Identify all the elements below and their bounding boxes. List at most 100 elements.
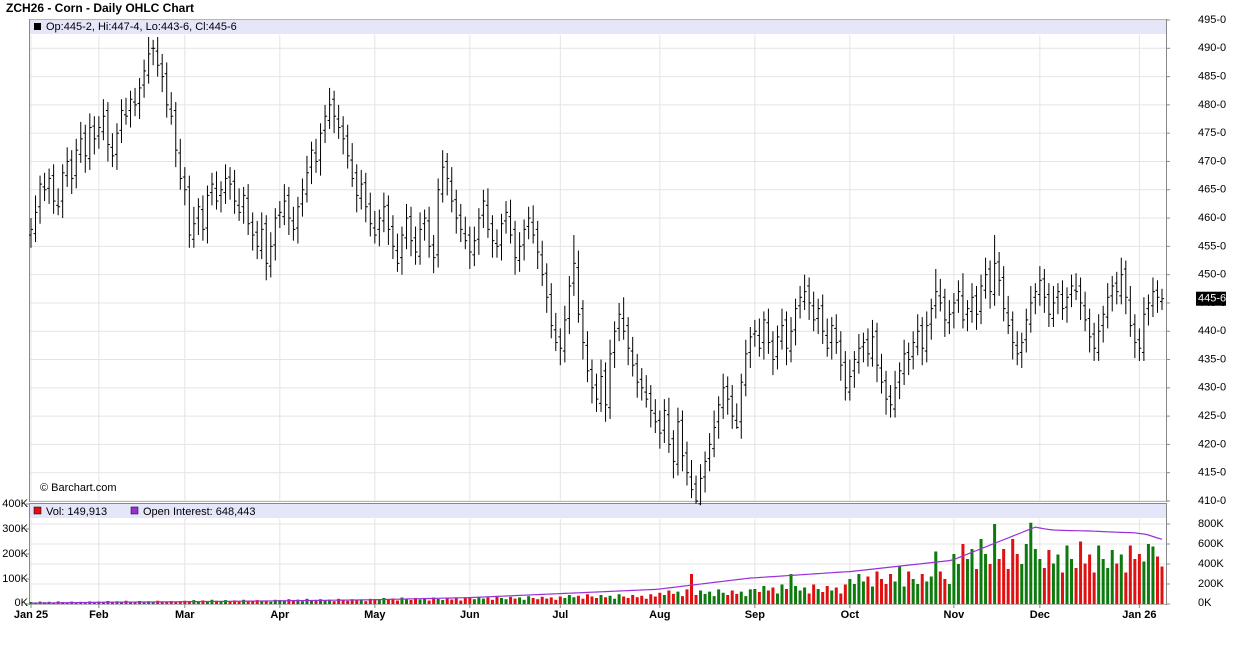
volume-bar — [762, 586, 766, 604]
volume-bar — [495, 596, 499, 604]
volume-bar — [165, 602, 169, 604]
x-tick-label: Jan 25 — [14, 609, 48, 621]
y-tick-label: 435-0 — [1198, 353, 1226, 365]
volume-bar — [943, 579, 947, 604]
volume-bar — [549, 597, 553, 604]
volume-bar — [151, 602, 155, 604]
volume-bar — [730, 590, 734, 604]
legend-entry: Open Interest: 648,443 — [143, 506, 256, 518]
volume-bar — [427, 600, 431, 604]
volume-bar — [1079, 541, 1083, 604]
volume-bar — [273, 599, 277, 604]
volume-bar — [346, 600, 350, 604]
volume-bar — [531, 598, 535, 604]
x-tick-label: Dec — [1030, 609, 1050, 621]
price-panel — [29, 19, 1167, 502]
volume-bar — [129, 601, 133, 604]
volume-bar — [368, 598, 372, 604]
volume-bar — [1092, 572, 1096, 604]
legend-swatch — [34, 23, 41, 30]
marks — [29, 36, 1164, 604]
volume-bar — [477, 596, 481, 604]
volume-bar — [454, 598, 458, 604]
volume-bar — [92, 602, 96, 604]
volume-bar — [554, 599, 558, 604]
volume-bar — [522, 599, 526, 604]
volume-bar — [1110, 550, 1114, 604]
volume-bar — [504, 599, 508, 604]
volume-bar — [572, 597, 576, 604]
y-tick-label: 300K — [2, 523, 28, 535]
volume-bar — [680, 596, 684, 604]
x-tick-label: Nov — [944, 609, 966, 621]
y-tick-label: 470-0 — [1198, 155, 1226, 167]
volume-bar — [938, 571, 942, 604]
volume-bar — [174, 601, 178, 604]
volume-bar — [264, 600, 268, 604]
y2-tick-label: 200K — [1198, 578, 1224, 590]
volume-bar — [513, 598, 517, 604]
volume-bar — [993, 524, 997, 604]
volume-bar — [708, 591, 712, 604]
volume-bar — [803, 587, 807, 604]
volume-bar — [653, 596, 657, 604]
y-tick-label: 420-0 — [1198, 438, 1226, 450]
volume-bar — [341, 600, 345, 604]
volume-bar — [373, 599, 377, 604]
volume-bar — [789, 574, 793, 604]
volume-bar — [1056, 554, 1060, 604]
y-tick-label: 465-0 — [1198, 184, 1226, 196]
volume-bar — [169, 601, 173, 604]
volume-bar — [830, 590, 834, 604]
volume-bar — [807, 593, 811, 604]
volume-bar — [1020, 564, 1024, 604]
volume-bar — [418, 599, 422, 604]
x-tick-label: Aug — [649, 609, 670, 621]
volume-bar — [834, 587, 838, 604]
volume-bar — [314, 600, 318, 604]
x-tick-label: Jun — [460, 609, 480, 621]
volume-bar — [649, 594, 653, 604]
volume-bar — [608, 595, 612, 604]
volume-bar — [287, 599, 291, 604]
volume-bar — [667, 590, 671, 604]
volume-bar — [486, 597, 490, 604]
volume-bar — [160, 601, 164, 604]
volume-bar — [884, 584, 888, 604]
volume-bar — [1002, 549, 1006, 604]
y-tick-label: 495-0 — [1198, 14, 1226, 26]
volume-bar — [450, 599, 454, 604]
y-tick-label: 440-0 — [1198, 325, 1226, 337]
volume-bar — [685, 589, 689, 604]
chart-title: ZCH26 - Corn - Daily OHLC Chart — [6, 1, 194, 15]
volume-bar — [907, 571, 911, 604]
volume-bar — [432, 597, 436, 604]
volume-bar — [585, 594, 589, 604]
volume-bar — [816, 589, 820, 604]
volume-bar — [364, 601, 368, 604]
volume-bar — [717, 589, 721, 604]
legend-entry: Vol: 149,913 — [46, 506, 107, 518]
volume-bar — [391, 598, 395, 604]
y-tick-label: 460-0 — [1198, 212, 1226, 224]
volume-bar — [409, 600, 413, 604]
y-tick-label: 480-0 — [1198, 99, 1226, 111]
volume-bar — [395, 600, 399, 604]
volume-bar — [355, 600, 359, 604]
price-legend-strip — [30, 20, 1166, 34]
volume-bar — [423, 598, 427, 604]
volume-bar — [472, 599, 476, 604]
x-tick-label: Apr — [270, 609, 290, 621]
volume-bar — [490, 599, 494, 604]
volume-bar — [377, 600, 381, 604]
volume-bar — [617, 594, 621, 604]
volume-bar — [1038, 559, 1042, 604]
volume-bar — [1155, 556, 1159, 604]
volume-bar — [1142, 561, 1146, 604]
volume-bar — [1042, 568, 1046, 604]
volume-bar — [662, 595, 666, 604]
volume-bar — [748, 589, 752, 604]
volume-bar — [1015, 554, 1019, 604]
volume-bar — [110, 601, 114, 604]
